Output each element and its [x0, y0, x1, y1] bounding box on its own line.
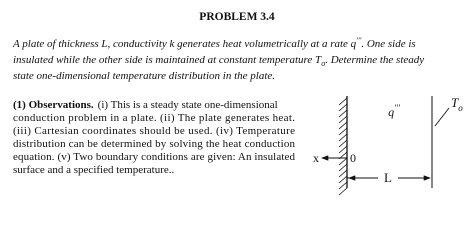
wall-hatch: [338, 169, 348, 178]
problem-title: PROBLEM 3.4: [199, 11, 275, 23]
observation-text: (i) This is a steady state one-dimension…: [98, 99, 278, 111]
wall-hatch: [338, 127, 348, 136]
wall-hatch: [338, 163, 348, 172]
statement-line: A plate of thickness L, conductivity k g…: [12, 36, 416, 50]
axis-label: x: [313, 151, 319, 165]
observation-text: conduction problem in a plate. (ii) The …: [13, 112, 295, 124]
wall-hatch: [338, 121, 348, 130]
page: PROBLEM 3.4 A plate of thickness L, cond…: [12, 11, 463, 196]
thickness-label: L: [384, 170, 392, 185]
diagram: [321, 96, 450, 196]
statement-text: A plate of thickness L, conductivity k g…: [12, 38, 357, 50]
generation-label: q''': [388, 103, 401, 119]
observation-heading: (1) Observations.: [13, 99, 94, 111]
observation-text: surface and a specified temperature..: [13, 164, 174, 176]
wall-hatch: [338, 97, 348, 106]
temperature-label: To: [451, 95, 463, 113]
superscript: ''': [356, 36, 361, 45]
statement-text: . One side is: [361, 38, 415, 50]
observation-text: distribution can be determined by solvin…: [13, 138, 296, 150]
statement-text: . Determine the steady: [325, 54, 424, 66]
observation-text: (iii) Cartesian coordinates should be us…: [13, 125, 295, 137]
wall-hatch: [338, 109, 348, 118]
observation-line: (1) Observations. (i) This is a steady st…: [13, 99, 278, 111]
subscript: o: [321, 59, 325, 68]
observation-body: conduction problem in a plate. (ii) The …: [13, 112, 296, 176]
statement-line: state one-dimensional temperature distri…: [13, 70, 275, 82]
origin-label: 0: [350, 151, 356, 165]
wall-hatch: [338, 181, 348, 190]
wall-hatch: [338, 103, 348, 112]
wall-hatch: [338, 145, 348, 154]
wall-hatch: [338, 175, 348, 184]
statement-text: insulated while the other side is mainta…: [13, 54, 322, 66]
statement-line: insulated while the other side is mainta…: [13, 54, 424, 68]
wall-hatch: [338, 187, 348, 196]
wall-hatch: [338, 133, 348, 142]
wall-hatch: [338, 115, 348, 124]
wall-hatch: [338, 157, 348, 166]
wall-hatch: [338, 139, 348, 148]
observation-text: equation. (v) Two boundary conditions ar…: [13, 151, 296, 163]
